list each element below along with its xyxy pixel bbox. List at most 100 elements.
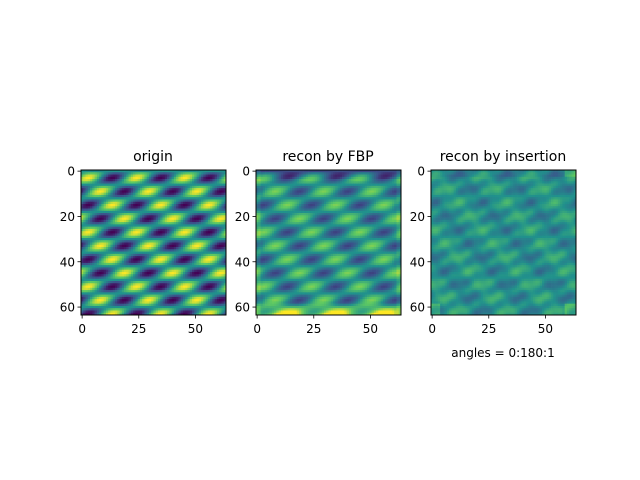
heatmap-cell [87,185,91,189]
heatmap-cell [117,233,120,237]
heatmap-cell [130,290,134,293]
heatmap-cell [380,172,384,175]
heatmap-cell [258,192,261,196]
heatmap-cell [117,249,120,252]
heatmap-cell [380,179,384,182]
heatmap-cell [346,190,350,194]
heatmap-cell [99,201,102,205]
heatmap-cell [87,237,91,241]
heatmap-cell [205,233,209,237]
heatmap-cell [198,179,202,182]
heatmap-cell [189,276,193,280]
heatmap-cell [192,233,195,237]
heatmap-cell [133,262,136,266]
heatmap-cell [185,308,188,311]
heatmap-cell [126,197,129,200]
heatmap-cell [114,226,118,230]
heatmap-cell [169,174,172,178]
heatmap-cell [144,312,148,316]
heatmap-cell [178,256,182,259]
heatmap-cell [223,181,227,184]
heatmap-cell [151,305,154,309]
heatmap-cell [180,170,184,173]
heatmap-cell [203,269,206,273]
heatmap-cell [164,299,168,302]
heatmap-cell [119,201,123,205]
heatmap-cell [144,281,148,284]
heatmap-cell [396,176,400,180]
heatmap-cell [212,240,216,243]
heatmap-cell [198,224,202,227]
heatmap-cell [105,219,109,223]
heatmap-cell [146,231,150,234]
heatmap-cell [187,271,191,275]
heatmap-cell [189,267,193,271]
heatmap-cell [148,240,152,243]
heatmap-cell [201,308,204,311]
heatmap-cell [176,181,179,184]
heatmap-cell [192,283,195,286]
heatmap-cell [387,194,391,198]
heatmap-cell [148,210,152,214]
heatmap-cell [135,194,138,198]
heatmap-cell [162,219,166,223]
heatmap-cell [99,240,102,243]
heatmap-cell [160,301,163,305]
heatmap-cell [321,179,325,182]
heatmap-cell [114,192,118,196]
heatmap-cell [212,265,216,268]
heatmap-cell [87,271,91,275]
heatmap-cell [189,287,193,291]
heatmap-cell [380,170,384,173]
heatmap-cell [108,281,111,284]
heatmap-cell [296,183,300,187]
heatmap-cell [103,303,107,307]
heatmap-cell [196,310,200,314]
heatmap-cell [139,228,143,232]
heatmap-cell [353,185,357,189]
heatmap-cell [169,274,172,277]
heatmap-cell [210,197,213,200]
heatmap-cell [214,256,218,259]
heatmap-cell [119,197,123,200]
heatmap-cell [187,192,191,196]
heatmap-cell [176,224,179,227]
heatmap-cell [130,278,134,282]
heatmap-cell [182,244,186,248]
heatmap-cell [139,197,143,200]
heatmap-cell [337,188,341,191]
heatmap-cell [207,269,211,273]
heatmap-cell [219,190,222,194]
heatmap-cell [344,194,347,198]
heatmap-cell [189,176,193,180]
heatmap-cell [130,179,134,182]
heatmap-cell [162,188,166,191]
heatmap-cell [153,274,157,277]
heatmap-cell [137,215,141,218]
heatmap-cell [124,206,127,209]
heatmap-cell [267,179,270,182]
heatmap-cell [94,188,98,191]
heatmap-cell [180,217,184,221]
heatmap-cell [137,258,141,261]
heatmap-cell [117,299,120,302]
heatmap-cell [207,253,211,257]
heatmap-cell [216,192,220,196]
heatmap-cell [189,274,193,277]
heatmap-cell [176,176,179,180]
heatmap-cell [117,183,120,187]
heatmap-cell [135,253,138,257]
heatmap-cell [153,179,157,182]
heatmap-cell [203,247,206,250]
heatmap-cell [394,170,397,173]
heatmap-cell [323,183,327,187]
heatmap-cell [173,194,177,198]
heatmap-cell [167,215,170,218]
heatmap-cell [92,228,95,232]
heatmap-cell [103,181,107,184]
heatmap-cell [144,296,148,300]
heatmap-cell [112,242,116,246]
heatmap-cell [85,312,89,316]
heatmap-cell [180,242,184,246]
heatmap-cell [216,213,220,216]
